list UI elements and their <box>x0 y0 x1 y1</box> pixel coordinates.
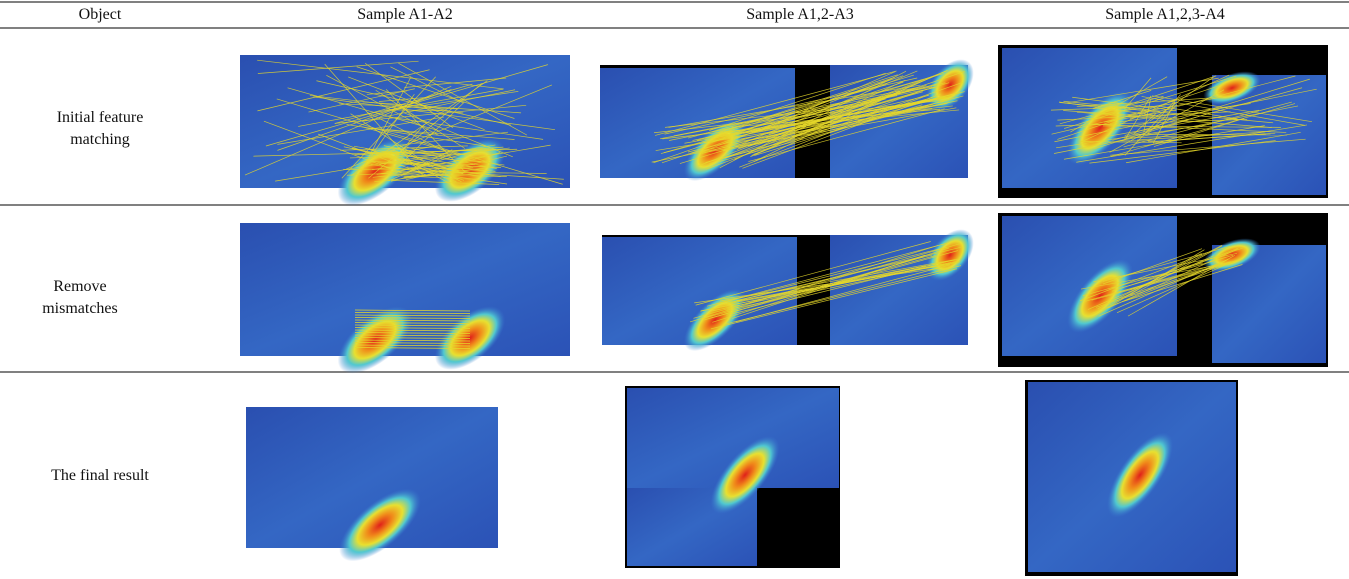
row-label: The final result <box>10 465 190 487</box>
header-cell: Sample A1,2,3-A4 <box>1045 4 1285 26</box>
header-cell: Sample A1,2-A3 <box>680 4 920 26</box>
header-cell: Sample A1-A2 <box>285 4 525 26</box>
row-label: Initial feature matching <box>25 107 175 151</box>
figure-table: Object Sample A1-A2 Sample A1,2-A3 Sampl… <box>0 0 1349 579</box>
row-label: Remove mismatches <box>25 276 135 320</box>
header-cell: Object <box>40 4 160 26</box>
figure-art <box>0 0 1349 579</box>
